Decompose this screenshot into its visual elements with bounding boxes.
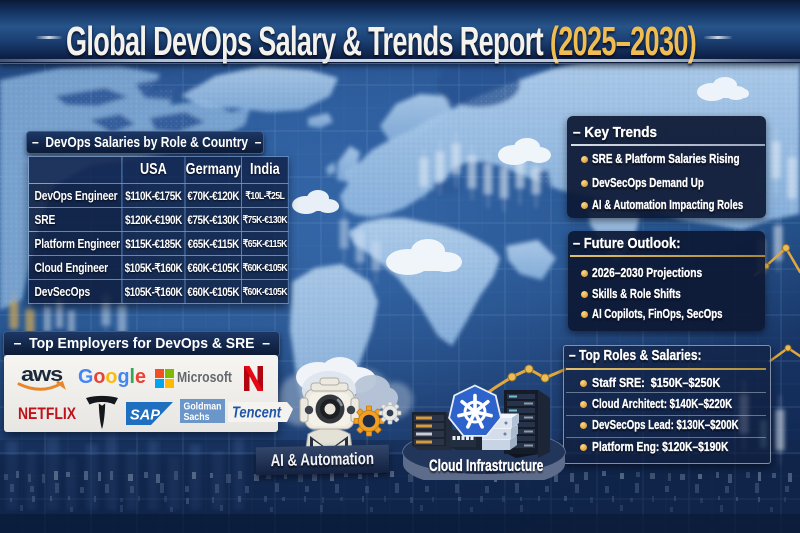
svg-text:Microsoft: Microsoft [177, 370, 232, 386]
svg-text:Sachs: Sachs [184, 411, 210, 423]
svg-text:aws: aws [21, 364, 63, 386]
svg-text:Tencent: Tencent [232, 405, 282, 422]
svg-text:NETFLIX: NETFLIX [18, 405, 76, 423]
svg-text:Google: Google [78, 365, 146, 388]
svg-text:Goldman: Goldman [184, 401, 222, 413]
svg-text:SAP: SAP [130, 407, 161, 424]
